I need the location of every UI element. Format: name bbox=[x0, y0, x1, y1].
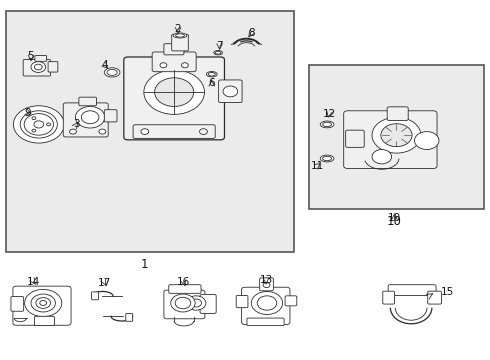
Circle shape bbox=[263, 283, 270, 288]
Text: 10: 10 bbox=[387, 215, 402, 228]
Text: 5: 5 bbox=[27, 51, 34, 61]
Text: 7: 7 bbox=[216, 41, 223, 50]
Circle shape bbox=[181, 63, 188, 68]
Text: 6: 6 bbox=[208, 78, 215, 88]
FancyBboxPatch shape bbox=[387, 107, 408, 121]
FancyBboxPatch shape bbox=[164, 44, 184, 55]
Circle shape bbox=[223, 86, 238, 97]
Text: 4: 4 bbox=[101, 60, 108, 70]
FancyBboxPatch shape bbox=[242, 287, 290, 324]
Circle shape bbox=[144, 70, 204, 114]
Text: 15: 15 bbox=[441, 287, 454, 297]
FancyBboxPatch shape bbox=[247, 318, 284, 325]
Circle shape bbox=[75, 107, 105, 128]
Circle shape bbox=[20, 111, 57, 138]
Text: 11: 11 bbox=[311, 161, 324, 171]
Circle shape bbox=[372, 117, 421, 153]
Ellipse shape bbox=[322, 122, 332, 127]
FancyBboxPatch shape bbox=[13, 286, 71, 325]
Text: 12: 12 bbox=[322, 109, 336, 119]
FancyBboxPatch shape bbox=[236, 296, 248, 308]
FancyBboxPatch shape bbox=[345, 130, 364, 147]
FancyBboxPatch shape bbox=[79, 97, 97, 106]
FancyBboxPatch shape bbox=[63, 103, 108, 137]
Bar bbox=[309, 65, 485, 209]
Circle shape bbox=[31, 294, 55, 312]
Circle shape bbox=[34, 64, 42, 70]
Circle shape bbox=[257, 296, 277, 310]
Circle shape bbox=[24, 289, 62, 317]
Circle shape bbox=[186, 296, 206, 310]
Circle shape bbox=[372, 149, 392, 164]
Circle shape bbox=[36, 298, 50, 309]
FancyBboxPatch shape bbox=[126, 314, 133, 321]
Circle shape bbox=[81, 111, 99, 124]
Ellipse shape bbox=[206, 72, 217, 77]
Text: 8: 8 bbox=[248, 28, 255, 38]
Text: 2: 2 bbox=[175, 24, 181, 35]
Circle shape bbox=[199, 129, 207, 134]
FancyBboxPatch shape bbox=[260, 278, 273, 291]
Ellipse shape bbox=[107, 69, 117, 76]
FancyBboxPatch shape bbox=[169, 285, 201, 293]
Ellipse shape bbox=[214, 50, 222, 55]
Ellipse shape bbox=[320, 155, 334, 162]
Circle shape bbox=[415, 132, 439, 149]
Circle shape bbox=[40, 301, 47, 306]
Ellipse shape bbox=[175, 34, 184, 37]
Circle shape bbox=[175, 297, 191, 309]
Ellipse shape bbox=[215, 51, 221, 54]
Text: 3: 3 bbox=[73, 120, 80, 129]
Circle shape bbox=[32, 129, 36, 132]
Circle shape bbox=[381, 124, 412, 147]
Circle shape bbox=[171, 294, 195, 312]
Text: 13: 13 bbox=[259, 275, 272, 285]
Circle shape bbox=[47, 123, 50, 126]
FancyBboxPatch shape bbox=[133, 125, 215, 138]
Circle shape bbox=[34, 121, 44, 128]
Ellipse shape bbox=[322, 156, 332, 161]
FancyBboxPatch shape bbox=[388, 285, 436, 296]
Circle shape bbox=[251, 292, 283, 315]
FancyBboxPatch shape bbox=[164, 290, 205, 319]
FancyBboxPatch shape bbox=[172, 35, 188, 51]
FancyBboxPatch shape bbox=[200, 294, 216, 314]
Circle shape bbox=[13, 106, 64, 143]
Circle shape bbox=[141, 129, 149, 134]
FancyBboxPatch shape bbox=[219, 80, 242, 103]
Text: 9: 9 bbox=[24, 108, 31, 118]
Text: 16: 16 bbox=[177, 277, 191, 287]
FancyBboxPatch shape bbox=[428, 291, 441, 304]
FancyBboxPatch shape bbox=[34, 316, 54, 325]
Ellipse shape bbox=[104, 68, 120, 77]
FancyBboxPatch shape bbox=[92, 292, 98, 300]
Ellipse shape bbox=[208, 72, 215, 76]
Circle shape bbox=[191, 299, 201, 307]
Circle shape bbox=[160, 63, 167, 68]
FancyBboxPatch shape bbox=[152, 52, 196, 72]
Bar bbox=[5, 12, 294, 252]
FancyBboxPatch shape bbox=[343, 111, 437, 168]
FancyBboxPatch shape bbox=[35, 55, 47, 61]
FancyBboxPatch shape bbox=[48, 62, 58, 72]
Ellipse shape bbox=[320, 121, 334, 128]
Text: 10: 10 bbox=[388, 213, 401, 222]
FancyBboxPatch shape bbox=[124, 57, 224, 140]
FancyBboxPatch shape bbox=[11, 297, 24, 311]
Text: 1: 1 bbox=[141, 258, 148, 271]
FancyBboxPatch shape bbox=[285, 296, 297, 306]
Circle shape bbox=[99, 129, 106, 134]
FancyBboxPatch shape bbox=[383, 291, 394, 304]
Circle shape bbox=[24, 114, 53, 135]
Ellipse shape bbox=[173, 33, 187, 38]
Circle shape bbox=[155, 78, 194, 107]
Circle shape bbox=[70, 129, 76, 134]
FancyBboxPatch shape bbox=[104, 110, 117, 122]
FancyBboxPatch shape bbox=[23, 59, 50, 76]
Text: 14: 14 bbox=[27, 277, 41, 287]
Circle shape bbox=[31, 62, 46, 72]
Circle shape bbox=[32, 117, 36, 120]
Text: 17: 17 bbox=[98, 278, 111, 288]
